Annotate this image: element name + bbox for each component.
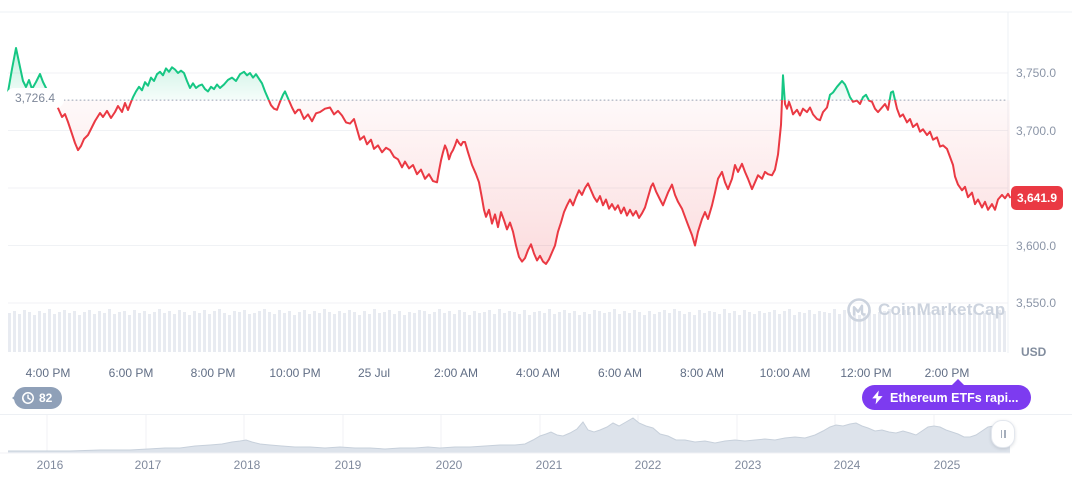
prev-close-label: 3,726.4 [6,88,65,108]
price-line-up [7,47,897,101]
area-fill-above [8,48,1010,101]
coinmarketcap-logo-icon [847,298,871,322]
x-tick-label: 6:00 AM [597,366,643,380]
navigator-year-label: 2020 [435,458,463,472]
x-tick-label: 4:00 AM [515,366,561,380]
y-tick-label: 3,750.0 [1016,66,1057,80]
news-badge-pointer [951,379,965,386]
x-tick-label: 8:00 PM [190,366,236,380]
navigator-year-label: 2017 [134,458,162,472]
x-tick-label: 6:00 PM [108,366,154,380]
navigator-drag-handle[interactable] [991,420,1015,448]
history-clock-icon [22,392,34,404]
y-tick-label: 3,550.0 [1016,296,1057,310]
navigator-year-label: 2024 [833,458,861,472]
navigator-year-label: 2023 [734,458,762,472]
x-tick-label: 8:00 AM [679,366,725,380]
watermark-text: CoinMarketCap [878,300,1006,319]
x-tick-label: 2:00 AM [433,366,479,380]
navigator-year-label: 2021 [535,458,563,472]
x-tick-label: 12:00 PM [840,366,892,380]
price-chart-canvas[interactable] [0,0,1072,362]
watermark: CoinMarketCap [846,297,1005,323]
area-fill-below [54,100,1010,264]
range-navigator-canvas[interactable] [0,414,1072,477]
navigator-year-label: 2022 [634,458,662,472]
price-line-down [52,100,1011,265]
history-count-badge[interactable]: 82 [14,387,63,409]
y-tick-label: 3,600.0 [1016,238,1057,253]
navigator-area-edge [8,417,1011,452]
navigator-year-label: 2025 [933,458,961,472]
y-tick-label: 3,700.0 [1016,123,1057,138]
x-tick-label: 2:00 PM [924,366,970,380]
news-badge[interactable]: Ethereum ETFs rapi... [862,385,1031,410]
x-tick-label: 25 Jul [357,366,391,380]
volume-bars [8,309,1006,352]
navigator-year-label: 2019 [334,458,362,472]
last-price-badge: 3,641.9 [1011,186,1063,210]
navigator-year-label: 2016 [36,458,64,472]
navigator-year-label: 2018 [233,458,261,472]
lightning-bolt-icon [872,390,883,405]
history-count: 82 [39,391,53,405]
x-tick-label: 10:00 PM [269,366,321,380]
x-tick-label: 4:00 PM [25,366,71,380]
news-badge-text: Ethereum ETFs rapi... [890,390,1019,405]
currency-label: USD [1021,345,1047,359]
x-tick-label: 10:00 AM [759,366,811,380]
navigator-area [8,418,1010,453]
